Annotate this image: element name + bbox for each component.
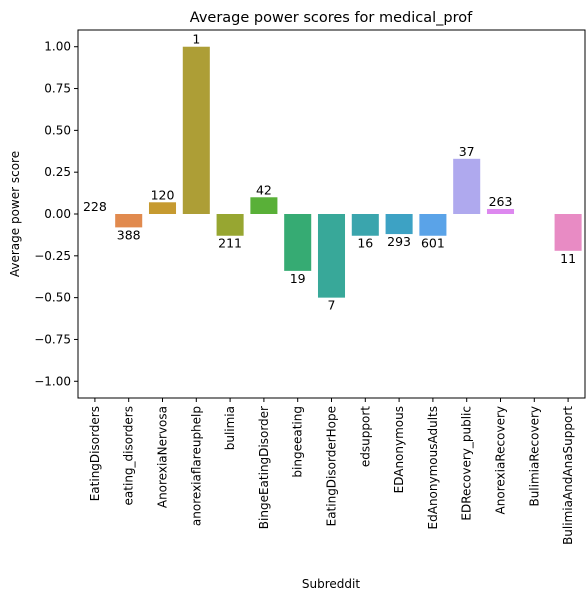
y-tick-label: 1.00 — [44, 40, 71, 54]
bar-EDAnonymous — [385, 214, 413, 235]
x-tick-label: BulimiaAndAnaSupport — [561, 406, 575, 545]
bar-bulimia — [216, 214, 244, 236]
y-tick-label: 0.00 — [44, 207, 71, 221]
x-tick-label: EDAnonymous — [392, 406, 406, 493]
x-tick-label: anorexiaflareuphelp — [189, 406, 203, 526]
x-tick-label: EatingDisorderHope — [325, 406, 339, 526]
bar-value-label: 601 — [421, 236, 445, 251]
x-axis-label: Subreddit — [302, 577, 360, 591]
x-tick-label: EDRecovery_public — [460, 406, 474, 521]
x-tick-label: EdAnonymousAdults — [426, 406, 440, 529]
bar-edsupport — [351, 214, 379, 236]
x-tick-label: EatingDisorders — [88, 406, 102, 501]
x-tick-label: eating_disorders — [122, 406, 136, 505]
bar-value-label: 293 — [387, 234, 411, 249]
y-tick-label: 0.50 — [44, 123, 71, 137]
bar-eating_disorders — [115, 214, 143, 228]
bar-labels-group: 228 388 120 1 211 42 19 7 16 293 601 37 263 11 — [83, 32, 576, 313]
bar-value-label: 211 — [218, 236, 242, 251]
y-tick-label: −0.50 — [34, 291, 71, 305]
bar-value-label: 42 — [256, 182, 272, 197]
y-axis-ticks: 1.00 0.75 0.50 0.25 0.00 −0.25 −0.50 −0.75 −1.00 — [34, 40, 78, 388]
bar-value-label: 120 — [151, 187, 175, 202]
bar-value-label: 11 — [560, 251, 576, 266]
x-tick-label: bulimia — [223, 406, 237, 450]
bar-bingeeating — [284, 214, 312, 271]
x-tick-label: AnorexiaNervosa — [156, 406, 170, 508]
y-tick-label: −0.75 — [34, 332, 71, 346]
bar-EDRecovery_public — [453, 158, 481, 214]
bars-group — [115, 46, 582, 298]
bar-value-label: 263 — [489, 194, 513, 209]
bar-value-label: 19 — [290, 271, 306, 286]
plot-frame — [77, 29, 586, 399]
bar-value-label: 7 — [328, 298, 336, 313]
x-tick-label: BulimiaRecovery — [527, 406, 541, 507]
bar-value-label: 37 — [459, 144, 475, 159]
bar-BulimiaAndAnaSupport — [554, 214, 582, 251]
x-tick-label: BingeEatingDisorder — [257, 406, 271, 529]
x-tick-label: edsupport — [358, 406, 372, 467]
bar-value-label: 388 — [117, 227, 141, 242]
y-tick-label: 0.75 — [44, 82, 71, 96]
x-tick-label: bingeeating — [291, 406, 305, 478]
bar-value-label: 228 — [83, 199, 107, 214]
bar-value-label: 1 — [192, 32, 200, 47]
y-tick-label: −1.00 — [34, 374, 71, 388]
bar-EatingDisorderHope — [317, 214, 346, 298]
bar-AnorexiaNervosa — [148, 202, 177, 214]
bar-AnorexiaRecovery — [486, 208, 515, 214]
bar-BingeEatingDisorder — [250, 197, 278, 214]
x-tick-label: AnorexiaRecovery — [494, 406, 508, 514]
bar-value-label: 16 — [357, 236, 373, 251]
bar-anorexiaflareuphelp — [182, 46, 210, 215]
chart-title: Average power scores for medical_prof — [190, 10, 473, 26]
y-tick-label: −0.25 — [34, 249, 71, 263]
bar-EdAnonymousAdults — [419, 214, 447, 236]
y-axis-label: Average power score — [8, 151, 22, 277]
x-axis-ticks: EatingDisorders eating_disorders AnorexiaN… — [88, 398, 575, 545]
y-tick-label: 0.25 — [44, 165, 71, 179]
